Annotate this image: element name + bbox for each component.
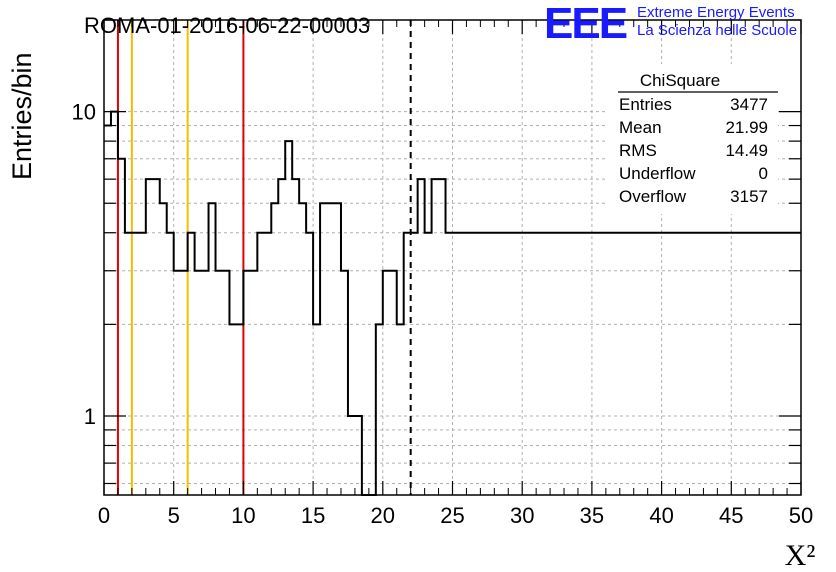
x-tick-label: 35 <box>580 503 604 528</box>
x-tick-label: 5 <box>168 503 180 528</box>
chart-title: ROMA-01-2016-06-22-00003 <box>84 13 370 38</box>
stats-box: ChiSquare Entries 3477 Mean 21.99 RMS 14… <box>608 64 778 214</box>
x-tick-label: 25 <box>440 503 464 528</box>
logo-line-1: Extreme Energy Events <box>637 4 795 21</box>
stats-label-overflow: Overflow <box>619 187 687 206</box>
eee-logo: EEE <box>544 0 628 48</box>
x-tick-label: 50 <box>789 503 813 528</box>
histogram-outline <box>104 110 801 496</box>
x-tick-label: 0 <box>98 503 110 528</box>
stats-value-rms: 14.49 <box>725 141 768 160</box>
x-tick-label: 45 <box>719 503 743 528</box>
x-tick-label: 40 <box>649 503 673 528</box>
stats-label-rms: RMS <box>619 141 657 160</box>
x-tick-label: 10 <box>231 503 255 528</box>
stats-value-mean: 21.99 <box>725 118 768 137</box>
y-axis-label: Entries/bin <box>7 52 37 180</box>
axis-ticks: 0 5 10 15 20 25 30 35 40 45 50 1 10 <box>72 19 813 528</box>
stats-value-overflow: 3157 <box>730 187 768 206</box>
logo-line-2: La Scienza nelle Scuole <box>637 22 798 39</box>
x-tick-label: 30 <box>510 503 534 528</box>
x-tick-label: 15 <box>301 503 325 528</box>
stats-label-underflow: Underflow <box>619 164 696 183</box>
reference-lines <box>116 20 412 495</box>
stats-label-mean: Mean <box>619 118 662 137</box>
stats-value-entries: 3477 <box>730 95 768 114</box>
stats-value-underflow: 0 <box>759 164 768 183</box>
stats-box-title: ChiSquare <box>640 71 720 90</box>
y-tick-label: 1 <box>84 404 96 429</box>
x-axis-label: X² <box>785 539 816 572</box>
y-tick-label: 10 <box>72 100 96 125</box>
stats-label-entries: Entries <box>619 95 672 114</box>
x-tick-label: 20 <box>371 503 395 528</box>
